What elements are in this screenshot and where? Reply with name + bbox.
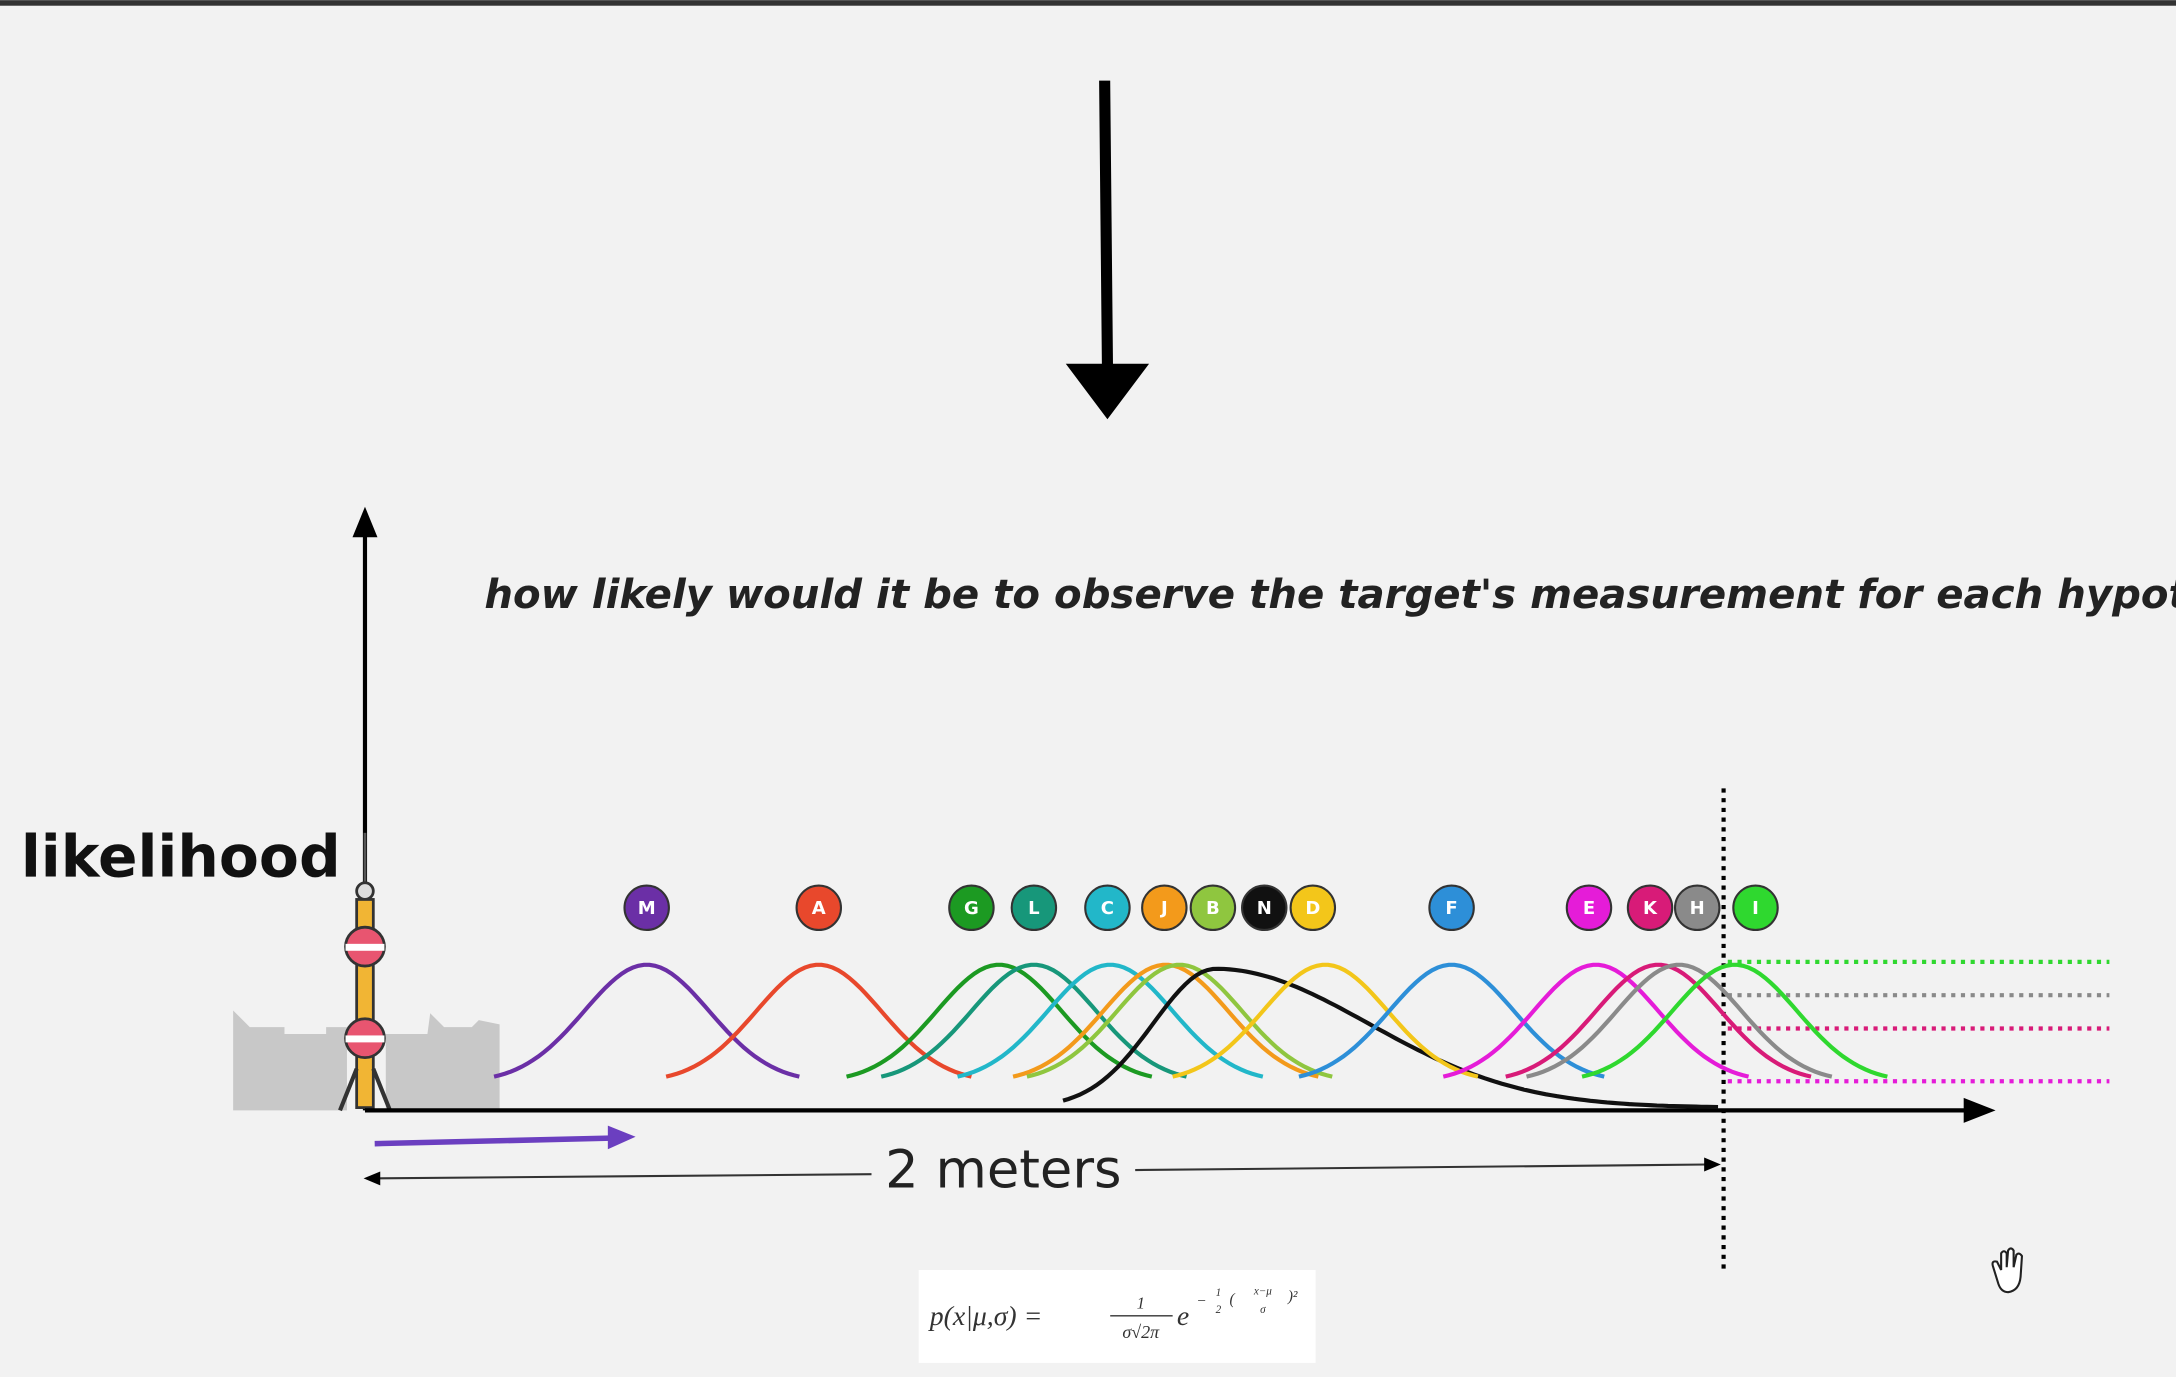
formula-close: )² bbox=[1287, 1288, 1298, 1305]
hypothesis-label: N bbox=[1257, 898, 1272, 919]
hypothesis-label: J bbox=[1159, 898, 1168, 919]
formula-half-num: 1 bbox=[1216, 1287, 1222, 1299]
hypothesis-node bbox=[1565, 884, 1613, 932]
likelihood-curve bbox=[1026, 962, 1333, 1079]
direction-arrow-head bbox=[607, 1125, 636, 1150]
likelihood-curve bbox=[1062, 966, 1719, 1110]
distance-line bbox=[1135, 1163, 1707, 1172]
hypothesis-label: F bbox=[1445, 898, 1457, 919]
formula-exp-num: x−μ bbox=[1253, 1286, 1272, 1298]
likelihood-curve bbox=[665, 962, 972, 1079]
likelihood-curve bbox=[1012, 962, 1319, 1079]
likelihood-curve bbox=[846, 962, 1153, 1079]
top-bar bbox=[0, 0, 2176, 6]
hypothesis-node bbox=[1010, 884, 1058, 932]
hypothesis-node bbox=[1428, 884, 1475, 932]
distance-label: 2 meters bbox=[885, 1139, 1121, 1200]
y-axis-label: likelihood bbox=[21, 823, 341, 891]
hand-cursor bbox=[1991, 1247, 2024, 1294]
skyline bbox=[233, 1010, 500, 1111]
direction-arrow bbox=[374, 1135, 611, 1147]
likelihood-curve bbox=[493, 962, 800, 1079]
hypothesis-label: M bbox=[638, 898, 656, 919]
formula-half-den: 2 bbox=[1216, 1304, 1222, 1316]
formula-den: σ√2π bbox=[1122, 1322, 1160, 1342]
hypothesis-node bbox=[1084, 884, 1131, 932]
formula-sign: − bbox=[1196, 1292, 1206, 1309]
formula-open: ( bbox=[1230, 1291, 1236, 1308]
formula-num: 1 bbox=[1137, 1293, 1145, 1312]
formula-box bbox=[918, 1269, 1316, 1363]
hypothesis-node bbox=[1732, 884, 1779, 932]
curves bbox=[493, 959, 2110, 1110]
hypothesis-label: E bbox=[1583, 898, 1595, 919]
formula-base: e bbox=[1177, 1301, 1189, 1332]
question: how likely would it be to observe the ta… bbox=[484, 572, 2176, 618]
formula: p(x|μ,σ) = 1 σ√2π e − 1 2 ( x−μ σ )² bbox=[928, 1286, 1298, 1342]
hypothesis-label: B bbox=[1206, 898, 1220, 919]
likelihood-curve bbox=[1526, 962, 1833, 1079]
formula-lhs: p(x|μ,σ) = bbox=[928, 1301, 1043, 1332]
likelihood-curve bbox=[1442, 962, 1750, 1079]
hypothesis-label: H bbox=[1690, 898, 1705, 919]
tower bbox=[338, 832, 392, 1112]
y-axis-head bbox=[352, 506, 378, 538]
x-axis-head bbox=[1963, 1097, 1996, 1123]
hypothesis-node bbox=[1141, 884, 1188, 932]
hypothesis-node bbox=[1673, 884, 1721, 932]
hypothesis-node bbox=[948, 884, 995, 932]
hypothesis-label: K bbox=[1643, 898, 1658, 919]
likelihood-curve bbox=[1505, 962, 1812, 1079]
likelihood-curve bbox=[957, 962, 1264, 1079]
formula-exp-den: σ bbox=[1260, 1304, 1266, 1316]
distance-line bbox=[374, 1173, 872, 1180]
hypothesis-label: L bbox=[1028, 898, 1040, 919]
likelihood-curve bbox=[1581, 962, 1888, 1079]
hypothesis-label: G bbox=[964, 898, 979, 919]
hypothesis-node bbox=[1289, 884, 1337, 932]
hypothesis-label: I bbox=[1752, 898, 1759, 919]
hypothesis-node bbox=[795, 884, 843, 932]
hypothesis-node bbox=[1241, 884, 1288, 932]
hypothesis-node bbox=[623, 884, 670, 932]
down-arrow bbox=[1065, 80, 1150, 420]
hypothesis-label: C bbox=[1101, 898, 1114, 919]
distance-head bbox=[1704, 1157, 1721, 1172]
hypothesis-node bbox=[1189, 884, 1237, 932]
hypothesis-label: A bbox=[812, 898, 826, 919]
likelihood-curve bbox=[1172, 962, 1479, 1079]
distance-head bbox=[363, 1171, 381, 1186]
hypothesis-label: D bbox=[1305, 898, 1320, 919]
hypothesis-node bbox=[1626, 884, 1674, 932]
likelihood-curve bbox=[880, 962, 1188, 1079]
